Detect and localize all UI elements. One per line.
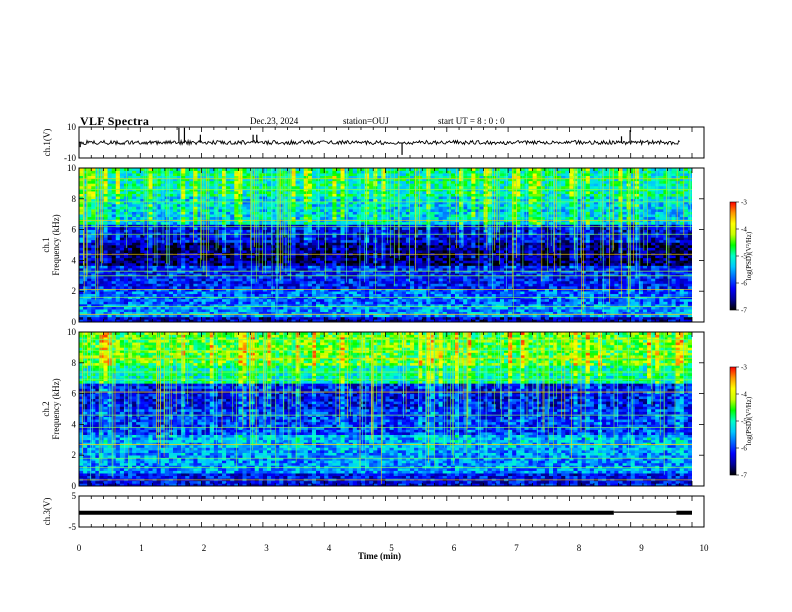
xtick-8: 8: [577, 543, 582, 553]
ch1-spectrogram-ytick-4: 4: [72, 255, 77, 265]
ch2-colorbar-tick-4: -7: [741, 472, 747, 480]
xtick-6: 6: [452, 543, 457, 553]
ch1-colorbar-tick-2: -5: [741, 253, 747, 261]
ch2-colorbar-tick-0: -3: [741, 364, 747, 372]
ch1-spectrogram-ytick-8: 8: [72, 194, 77, 204]
ch1-spectrogram-ytick-6: 6: [72, 225, 77, 235]
ch1-trace: [78, 138, 680, 147]
ch1-colorbar-label: log(PSD)(V²/Hz): [745, 231, 753, 280]
ch1-colorbar: -3 -4 -5 -6 -7 log(PSD)(V²/Hz): [729, 199, 753, 315]
ch1-spectrogram-nodata: [692, 168, 704, 322]
ch2-colorbar-label: log(PSD)(V²/Hz): [745, 396, 753, 445]
ch1-spectrogram-panel: 0 2 4 6 8 10 ch.1 Frequency (kHz): [41, 163, 705, 327]
ch3-waveform-panel: 5 -5 ch.3(V) 0 1 2 3 4 5 6 7 8 9 10 Time (min): [42, 491, 709, 561]
ch1-colorbar-tick-4: -7: [741, 307, 747, 315]
ch2-spectrogram-ytick-8: 8: [72, 358, 77, 368]
chart-title: VLF Spectra: [80, 114, 150, 128]
station-label: station=OUJ: [343, 116, 389, 126]
ch1-colorbar-tick-0: -3: [741, 199, 747, 207]
ch2-spectrogram-ylabel-frequency: Frequency (kHz): [51, 378, 61, 439]
ch1-spectrogram-ytick-0: 0: [72, 317, 77, 327]
ch3-ytick-5: 5: [72, 491, 77, 501]
ch2-colorbar-tick-3: -6: [741, 445, 747, 453]
xtick-3: 3: [264, 543, 269, 553]
ch1-spectrogram-ylabel-frequency: Frequency (kHz): [51, 214, 61, 275]
xtick-2: 2: [202, 543, 207, 553]
xtick-0: 0: [77, 543, 82, 553]
ch1-colorbar-scale: [729, 201, 737, 311]
ch1-colorbar-tick-3: -6: [741, 280, 747, 288]
ch1-spectrogram-ytick-2: 2: [72, 286, 77, 296]
ch2-spectrogram-ytick-0: 0: [72, 481, 77, 491]
ch1-ylabel: ch.1(V): [42, 129, 52, 157]
x-axis-label: Time (min): [358, 551, 401, 561]
ch1-ytick-max: 10: [67, 122, 77, 132]
ch2-colorbar-scale: [729, 366, 737, 476]
ch2-colorbar: -3 -4 -5 -6 -7 log(PSD)(V²/Hz): [729, 364, 753, 480]
ch2-spectrogram-ytick-4: 4: [72, 419, 77, 429]
ch2-spectrogram-axes-frame: [78, 331, 705, 487]
xtick-1: 1: [139, 543, 144, 553]
ch2-spectrogram-nodata: [692, 332, 704, 486]
xtick-7: 7: [514, 543, 519, 553]
xtick-10: 10: [700, 543, 710, 553]
date-label: Dec.23, 2024: [250, 116, 299, 126]
ch2-colorbar-tick-1: -4: [741, 391, 747, 399]
ch2-spectrogram-panel: 0 2 4 6 8 10 ch.2 Frequency (kHz): [41, 327, 705, 491]
ch2-spectrogram-ytick-6: 6: [72, 389, 77, 399]
ch2-spectrogram-ytick-10: 10: [67, 327, 77, 337]
ch2-spectrogram-ytick-2: 2: [72, 450, 77, 460]
ch2-colorbar-tick-2: -5: [741, 418, 747, 426]
ch1-axes-frame: [78, 126, 705, 159]
xtick-4: 4: [327, 543, 332, 553]
ch1-ytick-min: -10: [64, 153, 76, 163]
ch3-ytick--5: -5: [69, 522, 77, 532]
ch1-spectrogram-ytick-10: 10: [67, 163, 77, 173]
ch1-colorbar-tick-1: -4: [741, 226, 747, 234]
ch2-spectrogram-ylabel-channel: ch.2: [41, 401, 51, 416]
ch1-waveform-panel: 10 -10 ch.1(V): [42, 122, 705, 163]
xtick-5: 5: [389, 543, 394, 553]
xtick-9: 9: [639, 543, 644, 553]
ch3-ylabel: ch.3(V): [42, 498, 52, 526]
start-time-label: start UT = 8 : 0 : 0: [438, 116, 505, 126]
ch1-spectrogram-axes-frame: [78, 167, 705, 323]
ch1-spectrogram-ylabel-channel: ch.1: [41, 237, 51, 252]
